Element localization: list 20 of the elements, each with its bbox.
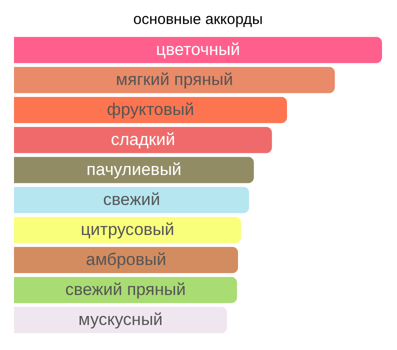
bar (14, 36, 382, 64)
chart-title: основные аккорды (133, 11, 263, 28)
bar (14, 66, 335, 94)
y-tick-label: цитрусовый (80, 220, 174, 239)
y-tick-label: мягкий пряный (116, 70, 233, 89)
y-tick-label: свежий пряный (65, 280, 186, 299)
bar (14, 186, 250, 214)
bar (14, 306, 228, 334)
y-tick-label: сладкий (110, 130, 176, 149)
y-tick-label: фруктовый (106, 100, 194, 119)
y-tick-label: свежий (103, 190, 160, 209)
bar (14, 126, 272, 154)
bar (14, 216, 242, 244)
bar (14, 156, 254, 184)
y-tick-label: мускусный (78, 310, 163, 329)
y-tick-label: цветочный (156, 40, 240, 59)
y-tick-label: пачулиевый (86, 160, 182, 179)
bar (14, 96, 288, 124)
y-tick-label: амбровый (86, 250, 166, 269)
bar (14, 246, 238, 274)
